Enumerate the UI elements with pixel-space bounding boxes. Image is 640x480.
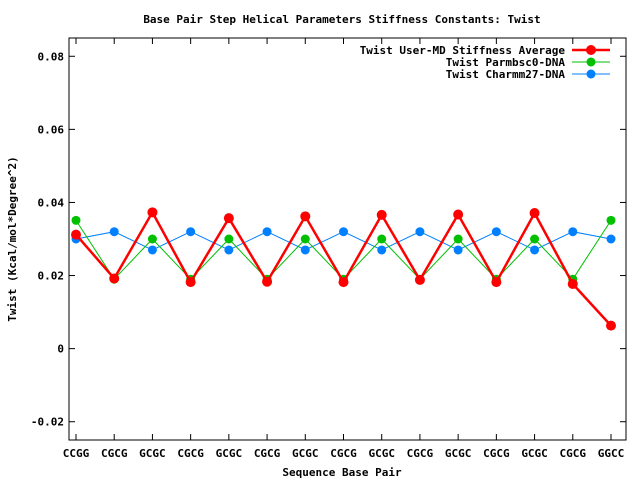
- data-point: [262, 227, 272, 237]
- x-tick-label: GCGC: [292, 447, 319, 460]
- y-axis: -0.02 0 0.02 0.04 0.06 0.08: [31, 50, 626, 429]
- x-tick-label: GCGC: [521, 447, 548, 460]
- data-point: [567, 278, 578, 289]
- x-tick-label: CCGG: [63, 447, 90, 460]
- data-point: [453, 234, 463, 244]
- x-tick-label: CGCG: [483, 447, 510, 460]
- y-tick-label: 0.02: [38, 270, 65, 283]
- x-tick-label: GCGC: [445, 447, 472, 460]
- x-tick-label: CGCG: [330, 447, 357, 460]
- data-point: [453, 245, 463, 255]
- data-point: [223, 213, 234, 224]
- data-point: [491, 227, 501, 237]
- data-point: [491, 277, 502, 288]
- y-tick-label: -0.02: [31, 416, 64, 429]
- data-point: [606, 320, 616, 331]
- legend-label: Twist Charmm27-DNA: [446, 68, 566, 81]
- y-axis-label: Twist (Kcal/mol*Degree^2): [6, 156, 19, 322]
- y-tick-label: 0: [57, 343, 64, 356]
- x-tick-label: CGCG: [560, 447, 587, 460]
- data-point: [377, 245, 387, 255]
- data-point: [568, 227, 578, 237]
- data-point: [147, 234, 157, 244]
- data-point: [606, 234, 616, 244]
- data-point: [186, 227, 196, 237]
- data-point: [415, 227, 425, 237]
- data-point: [262, 276, 273, 287]
- data-point: [530, 234, 540, 244]
- x-tick-label: GCGC: [216, 447, 243, 460]
- data-point: [300, 234, 310, 244]
- legend-label: Twist Parmbsc0-DNA: [446, 56, 566, 69]
- data-point: [530, 245, 540, 255]
- series-1: [71, 207, 616, 331]
- x-axis-label: Sequence Base Pair: [282, 466, 402, 479]
- data-point: [339, 227, 348, 237]
- data-point: [300, 245, 310, 255]
- data-point: [377, 234, 387, 244]
- data-point: [529, 208, 540, 219]
- x-tick-label: CGCG: [407, 447, 434, 460]
- data-point: [453, 209, 464, 220]
- data-point: [224, 234, 234, 244]
- chart-title: Base Pair Step Helical Parameters Stiffn…: [143, 13, 540, 26]
- legend-marker: [586, 45, 596, 55]
- plot-frame: [68, 37, 627, 441]
- data-point: [185, 277, 196, 288]
- legend-label: Twist User-MD Stiffness Average: [360, 44, 566, 57]
- x-tick-label: CGCG: [177, 447, 204, 460]
- x-tick-label: CGCG: [254, 447, 281, 460]
- y-tick-label: 0.04: [38, 196, 65, 209]
- x-tick-label: GCGC: [368, 447, 395, 460]
- x-tick-label: GGCC: [598, 447, 625, 460]
- data-point: [147, 245, 157, 255]
- data-point: [71, 229, 81, 240]
- series-3: [71, 227, 616, 255]
- data-point: [338, 277, 349, 288]
- x-axis: CCGG CGCG GCGC CGCG GCGC CGCG GCGC CGCG GCGC CGCG…: [63, 38, 625, 460]
- data-point: [300, 211, 311, 222]
- data-point: [147, 207, 158, 218]
- y-tick-label: 0.08: [38, 50, 65, 63]
- data-point: [376, 209, 387, 220]
- data-point: [414, 274, 425, 285]
- x-tick-label: CGCG: [101, 447, 128, 460]
- legend-marker: [586, 57, 596, 67]
- data-point: [109, 227, 119, 237]
- y-tick-label: 0.06: [38, 123, 65, 136]
- x-tick-label: GCGC: [139, 447, 166, 460]
- data-point: [606, 215, 616, 225]
- series-layer: [71, 207, 616, 331]
- data-point: [109, 273, 120, 284]
- data-point: [71, 215, 81, 225]
- data-point: [224, 245, 234, 255]
- legend-marker: [586, 69, 596, 79]
